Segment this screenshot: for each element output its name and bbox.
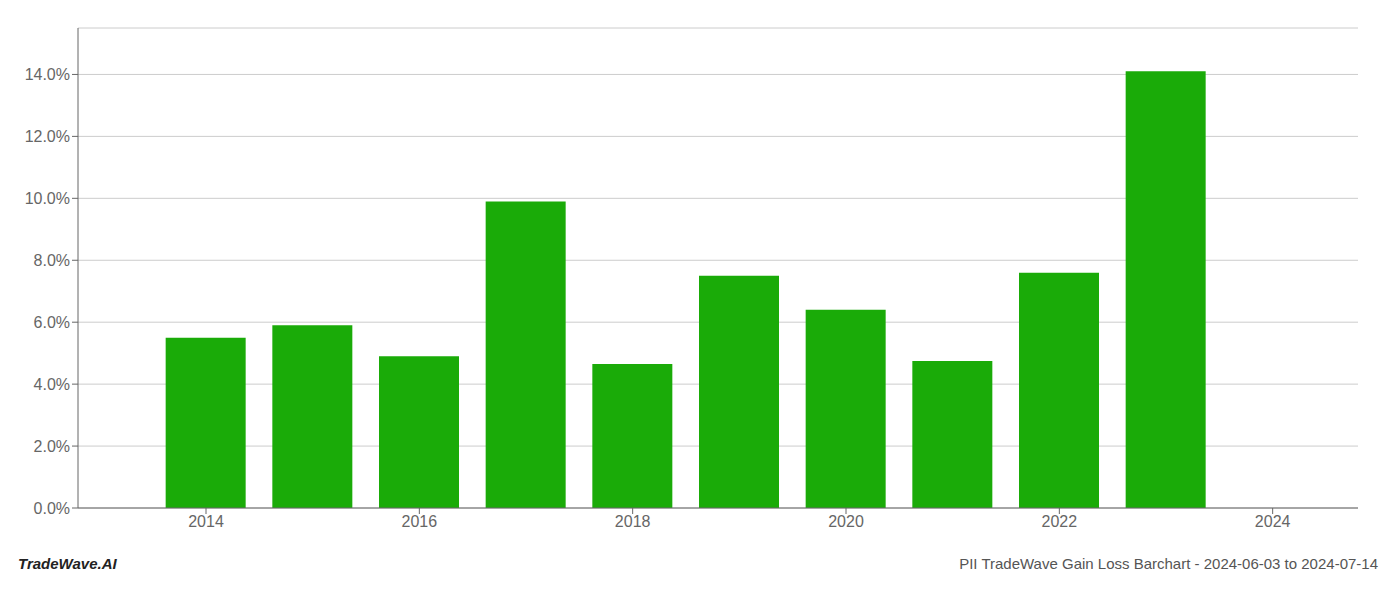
svg-text:2016: 2016 — [402, 513, 438, 530]
svg-text:14.0%: 14.0% — [25, 66, 70, 83]
svg-text:0.0%: 0.0% — [34, 500, 70, 517]
svg-text:2020: 2020 — [828, 513, 864, 530]
svg-text:2014: 2014 — [188, 513, 224, 530]
svg-text:10.0%: 10.0% — [25, 190, 70, 207]
html-text:PII TradeWave Gain Loss Barcha: PII TradeWave Gain Loss Barchart - 2024-… — [959, 554, 1378, 572]
svg-text:12.0%: 12.0% — [25, 128, 70, 145]
svg-text:4.0%: 4.0% — [34, 376, 70, 393]
svg-text:2018: 2018 — [615, 513, 651, 530]
html-text:TradeWave.AI: TradeWave.AI — [18, 554, 117, 572]
svg-text:2024: 2024 — [1255, 513, 1291, 530]
svg-text:8.0%: 8.0% — [34, 252, 70, 269]
svg-text:2.0%: 2.0% — [34, 438, 70, 455]
svg-text:6.0%: 6.0% — [34, 314, 70, 331]
svg-text:2022: 2022 — [1042, 513, 1078, 530]
